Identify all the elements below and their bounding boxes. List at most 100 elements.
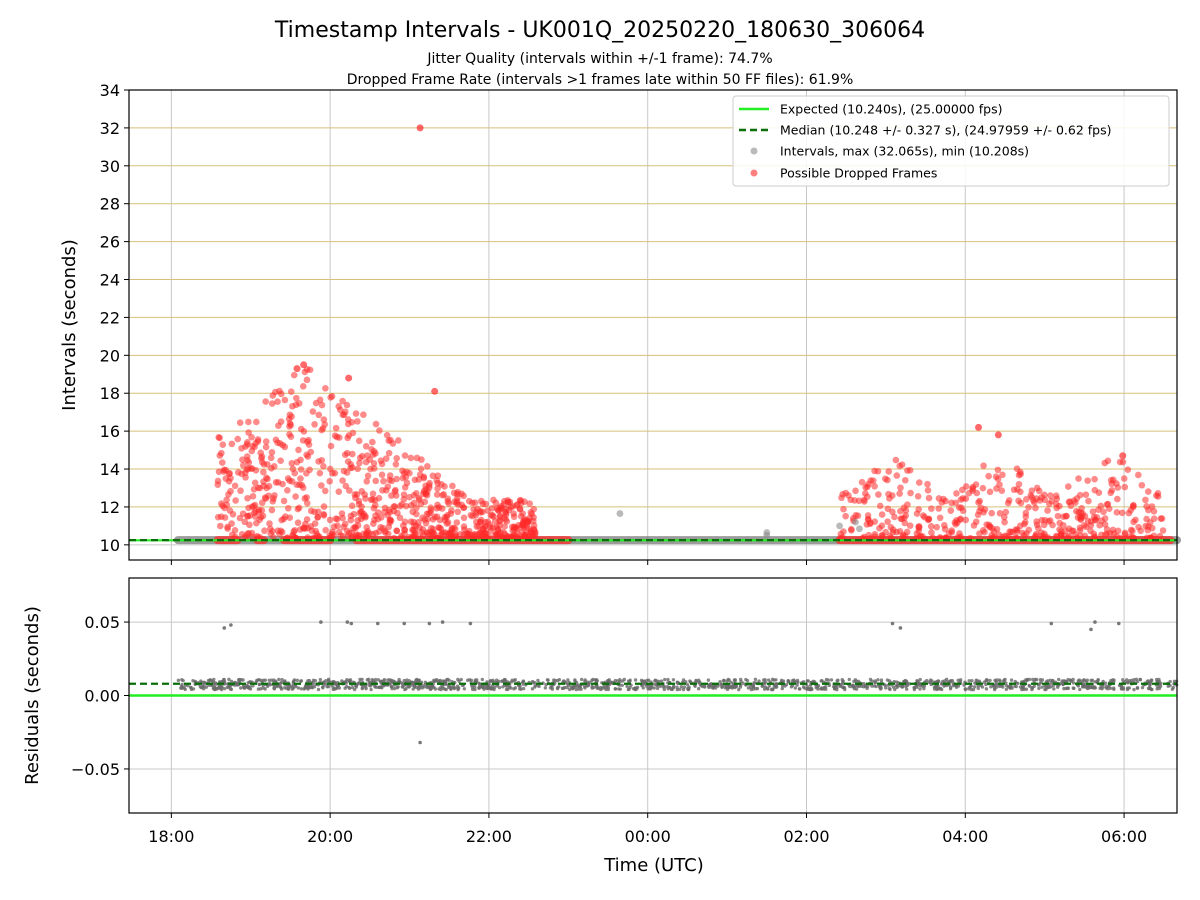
residual-point bbox=[1156, 680, 1160, 684]
dropped-frame-point bbox=[311, 508, 318, 516]
dropped-frame-point bbox=[363, 529, 371, 537]
residual-point bbox=[1132, 677, 1136, 682]
dropped-frame-point bbox=[311, 520, 319, 527]
dropped-frame-point bbox=[239, 510, 247, 517]
dropped-frame-point bbox=[1032, 504, 1039, 512]
dropped-frame-point bbox=[1053, 495, 1061, 503]
dropped-frame-point bbox=[508, 533, 516, 541]
dropped-frame-point bbox=[376, 427, 383, 434]
intervals-y-tick-label: 32 bbox=[100, 119, 120, 138]
dropped-frame-point bbox=[262, 443, 270, 451]
dropped-frame-point bbox=[320, 462, 327, 470]
residual-point bbox=[633, 678, 638, 682]
residual-point bbox=[766, 687, 770, 691]
dropped-frame-point bbox=[920, 512, 927, 519]
dropped-frame-point bbox=[362, 512, 369, 520]
dropped-frame-point bbox=[245, 504, 252, 512]
dropped-frame-point bbox=[441, 516, 449, 524]
residual-point bbox=[585, 684, 589, 688]
residual-point bbox=[348, 678, 353, 682]
dropped-frame-point bbox=[294, 505, 302, 513]
dropped-frame-point bbox=[417, 500, 425, 508]
dropped-frame-point bbox=[473, 523, 481, 530]
residuals-panel: −0.05 0.00 0.05 18:00 20:00 22:00 00:00 02:00 0… bbox=[22, 577, 1179, 876]
dropped-frame-point bbox=[1033, 484, 1041, 492]
dropped-frame-point bbox=[232, 497, 239, 504]
dropped-frame-point bbox=[981, 528, 988, 536]
dropped-frame-point bbox=[438, 480, 445, 488]
dropped-frame-point bbox=[409, 508, 417, 516]
residual-point bbox=[927, 680, 931, 684]
residual-point bbox=[1049, 621, 1054, 626]
residual-point bbox=[396, 685, 400, 689]
dropped-frame-point bbox=[884, 476, 891, 484]
dropped-frame-point bbox=[1057, 528, 1065, 535]
dropped-frame-point bbox=[1081, 521, 1088, 529]
dropped-frame-point bbox=[1079, 510, 1086, 518]
dropped-frame-point bbox=[965, 489, 973, 497]
dropped-frame-point bbox=[354, 522, 362, 529]
residual-point bbox=[229, 623, 233, 627]
dropped-frame-point bbox=[1076, 526, 1084, 534]
residual-point bbox=[793, 686, 798, 690]
dropped-frame-point bbox=[1154, 490, 1162, 497]
dropped-frame-point bbox=[231, 482, 239, 490]
dropped-frame-point bbox=[368, 446, 375, 453]
dropped-frame-point bbox=[1046, 517, 1054, 524]
x-tick-label: 20:00 bbox=[307, 827, 353, 846]
dropped-frame-point bbox=[852, 512, 860, 519]
residual-point bbox=[565, 685, 569, 690]
residual-point bbox=[1119, 687, 1124, 691]
dropped-frame-point bbox=[303, 499, 311, 507]
residual-point bbox=[890, 621, 895, 626]
dropped-frame-point bbox=[352, 410, 360, 417]
residual-point bbox=[806, 679, 810, 683]
dropped-frame-point bbox=[447, 510, 455, 517]
dropped-frame-point bbox=[915, 522, 923, 530]
dropped-frame-point bbox=[981, 506, 989, 513]
dropped-frame-point bbox=[878, 522, 886, 529]
dropped-frame-point bbox=[1090, 513, 1098, 521]
dropped-frame-point bbox=[245, 429, 252, 436]
residual-point bbox=[937, 687, 942, 691]
residual-point bbox=[319, 620, 323, 624]
dropped-frame-point bbox=[345, 374, 353, 382]
dropped-frame-point bbox=[223, 501, 231, 509]
intervals-y-tick-label: 18 bbox=[100, 384, 120, 403]
residual-point bbox=[872, 684, 877, 688]
dropped-frame-point bbox=[411, 476, 419, 484]
residual-point bbox=[729, 680, 733, 685]
x-tick-label: 06:00 bbox=[1101, 827, 1147, 846]
residual-point bbox=[770, 677, 775, 682]
residuals-data bbox=[129, 620, 1179, 745]
dropped-frame-point bbox=[1124, 466, 1132, 473]
residual-point bbox=[579, 677, 584, 682]
residual-point bbox=[246, 685, 250, 689]
dropped-frame-point bbox=[924, 487, 932, 494]
intervals-axes-frame bbox=[128, 89, 1178, 561]
dropped-frame-point bbox=[1091, 475, 1098, 483]
residual-point bbox=[292, 679, 296, 683]
residual-point bbox=[898, 626, 903, 630]
residual-point bbox=[288, 684, 292, 689]
dropped-frame-point bbox=[1118, 509, 1126, 517]
dropped-frame-point bbox=[364, 472, 372, 480]
residual-point bbox=[1022, 687, 1026, 692]
residual-point bbox=[937, 679, 941, 684]
residual-point bbox=[963, 687, 968, 692]
dropped-frame-point bbox=[286, 514, 294, 521]
dropped-frame-point bbox=[258, 453, 266, 460]
dropped-frame-point bbox=[345, 529, 353, 537]
residual-point bbox=[282, 686, 287, 690]
dropped-frame-point bbox=[369, 438, 376, 446]
residual-point bbox=[497, 685, 502, 690]
dropped-frame-point bbox=[470, 506, 477, 513]
dropped-frame-point bbox=[297, 456, 304, 464]
residual-point bbox=[1080, 684, 1085, 689]
legend-box bbox=[732, 95, 1170, 187]
residual-point bbox=[299, 687, 304, 691]
residual-point bbox=[482, 687, 486, 691]
dropped-frame-point bbox=[1119, 452, 1127, 460]
dropped-frame-point bbox=[287, 433, 295, 440]
interval-point bbox=[763, 529, 771, 536]
